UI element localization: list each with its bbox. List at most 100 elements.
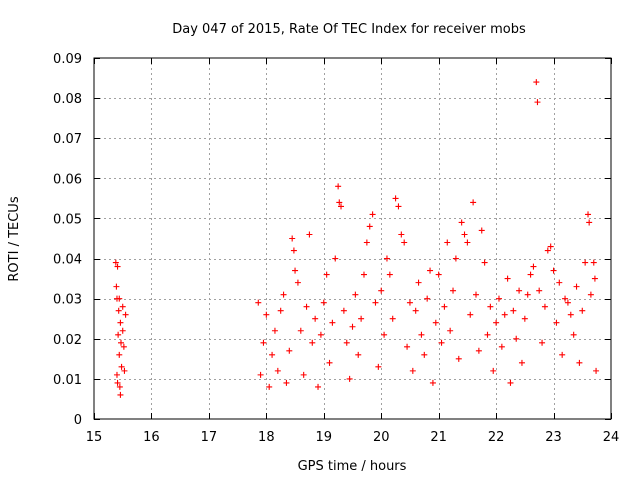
data-point	[576, 359, 583, 366]
data-point	[484, 331, 491, 338]
data-point	[286, 347, 293, 354]
data-point	[481, 259, 488, 266]
data-point	[121, 367, 128, 374]
data-point	[260, 339, 267, 346]
y-tick-label: 0.02	[53, 333, 82, 348]
data-point	[421, 351, 428, 358]
data-point	[117, 339, 124, 346]
data-point	[556, 279, 563, 286]
data-point	[369, 211, 376, 218]
data-point	[415, 279, 422, 286]
x-tick-label: 17	[201, 430, 218, 445]
data-point	[329, 319, 336, 326]
data-point	[346, 375, 353, 382]
data-point	[352, 291, 359, 298]
data-point	[490, 367, 497, 374]
data-point	[593, 367, 600, 374]
data-point	[527, 271, 534, 278]
data-point	[541, 303, 548, 310]
data-point	[435, 271, 442, 278]
data-point	[383, 255, 390, 262]
data-point	[553, 319, 560, 326]
data-point	[587, 291, 594, 298]
data-point	[404, 343, 411, 350]
data-point	[112, 259, 119, 266]
data-point	[292, 267, 299, 274]
data-points	[112, 79, 600, 398]
data-point	[424, 295, 431, 302]
data-point	[372, 299, 379, 306]
data-point	[309, 339, 316, 346]
data-point	[116, 383, 123, 390]
data-point	[360, 271, 367, 278]
data-point	[358, 315, 365, 322]
data-point	[113, 283, 120, 290]
data-point	[573, 283, 580, 290]
data-point	[507, 379, 514, 386]
data-point	[320, 299, 327, 306]
data-point	[297, 327, 304, 334]
data-point	[455, 355, 462, 362]
data-point	[315, 383, 322, 390]
data-point	[343, 339, 350, 346]
data-point	[389, 315, 396, 322]
data-point	[392, 195, 399, 202]
plot-frame	[93, 57, 612, 420]
data-point	[317, 331, 324, 338]
data-point	[119, 303, 126, 310]
data-point	[274, 367, 281, 374]
data-point	[458, 219, 465, 226]
y-tick-label: 0.09	[53, 52, 82, 67]
data-point	[290, 247, 297, 254]
y-tick-label: 0.01	[53, 373, 82, 388]
data-point	[289, 235, 296, 242]
data-point	[406, 299, 413, 306]
data-point	[585, 211, 592, 218]
data-point	[467, 311, 474, 318]
x-tick-label: 22	[488, 430, 505, 445]
data-point	[495, 295, 502, 302]
y-tick-label: 0.06	[53, 172, 82, 187]
data-point	[355, 351, 362, 358]
data-point	[269, 351, 276, 358]
data-point	[378, 287, 385, 294]
data-point	[461, 231, 468, 238]
data-point	[122, 311, 129, 318]
data-point	[338, 203, 345, 210]
data-point	[283, 379, 290, 386]
data-point	[375, 363, 382, 370]
data-point	[516, 287, 523, 294]
data-point	[312, 315, 319, 322]
data-point	[447, 327, 454, 334]
data-point	[117, 319, 124, 326]
data-point	[336, 199, 343, 206]
data-point	[567, 311, 574, 318]
data-point	[464, 239, 471, 246]
data-point	[263, 311, 270, 318]
data-point	[498, 343, 505, 350]
data-point	[280, 291, 287, 298]
x-axis: 15 16 17 18 19 20 21 22 23 24	[86, 58, 619, 445]
data-point	[303, 303, 310, 310]
data-point	[366, 223, 373, 230]
data-point	[591, 275, 598, 282]
data-point	[116, 295, 123, 302]
x-tick-label: 15	[86, 430, 103, 445]
x-tick-label: 18	[258, 430, 275, 445]
data-point	[349, 323, 356, 330]
data-point	[255, 299, 262, 306]
x-tick-label: 20	[373, 430, 390, 445]
data-point	[533, 79, 540, 86]
x-tick-label: 16	[143, 430, 160, 445]
y-tick-label: 0	[74, 413, 82, 428]
data-point	[441, 303, 448, 310]
data-point	[444, 239, 451, 246]
data-point	[120, 343, 127, 350]
data-point	[118, 363, 125, 370]
data-point	[401, 239, 408, 246]
data-point	[487, 303, 494, 310]
data-point	[473, 291, 480, 298]
data-point	[412, 307, 419, 314]
data-point	[579, 307, 586, 314]
